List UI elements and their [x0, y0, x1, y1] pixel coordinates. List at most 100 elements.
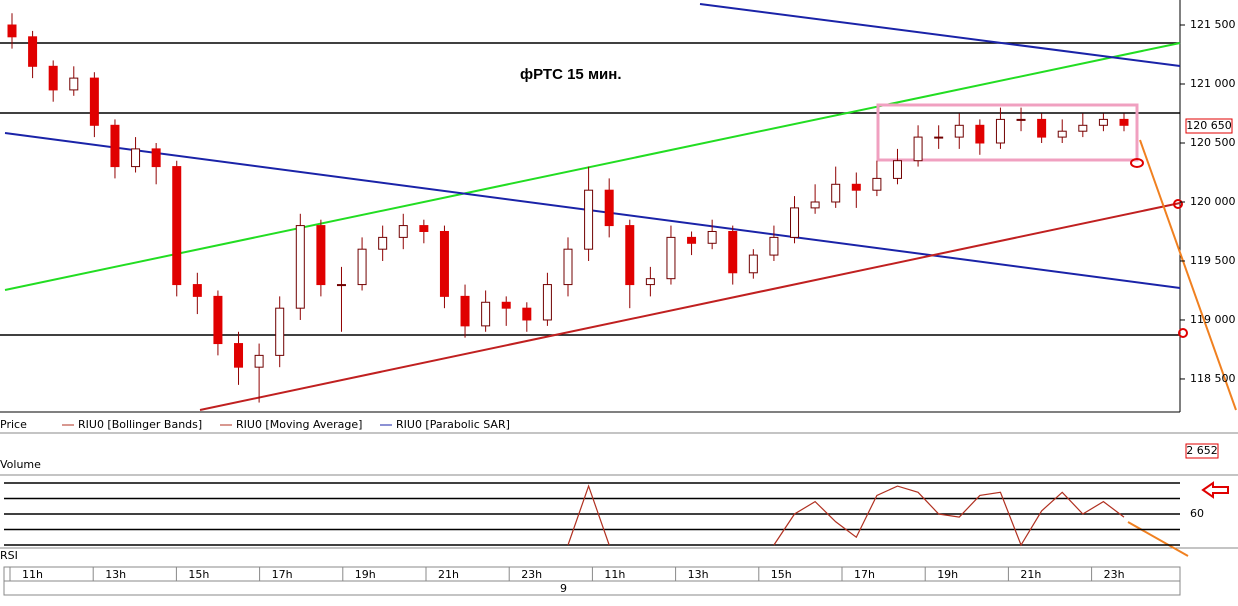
time-label: 21h	[438, 568, 459, 581]
y-tick-label: 121 500	[1190, 18, 1236, 31]
candle-body	[728, 230, 738, 274]
legend-entry: RIU0 [Moving Average]	[236, 418, 362, 431]
rsi-label: RSI	[0, 549, 18, 562]
candle-body	[378, 236, 388, 250]
candle-body	[892, 160, 902, 179]
candle-body	[1016, 118, 1026, 121]
time-label: 23h	[521, 568, 542, 581]
candle-body	[810, 201, 820, 209]
candle-body	[625, 225, 635, 286]
rsi-line	[567, 484, 1125, 547]
y-tick-label: 119 000	[1190, 313, 1236, 326]
candle-body	[954, 124, 964, 138]
candle-body	[275, 307, 285, 356]
candle-body	[1119, 118, 1129, 126]
marker	[1130, 158, 1144, 168]
candle-body	[439, 230, 449, 297]
time-label: 17h	[854, 568, 875, 581]
candle-body	[7, 24, 17, 38]
time-label: 13h	[105, 568, 126, 581]
candle-body	[501, 301, 511, 309]
candle-body	[995, 118, 1005, 144]
y-tick-label: 120 000	[1190, 195, 1236, 208]
candle-body	[398, 225, 408, 238]
candle-body	[913, 136, 923, 162]
time-label: 15h	[188, 568, 209, 581]
time-label: 11h	[22, 568, 43, 581]
candle-body	[151, 148, 161, 168]
candle-body	[28, 36, 38, 67]
candle-body	[687, 236, 697, 244]
candle-body	[481, 301, 491, 327]
candle-body	[316, 225, 326, 286]
candle-body	[357, 248, 367, 286]
y-tick-label: 119 500	[1190, 254, 1236, 267]
marker-arrow	[1201, 481, 1229, 499]
candle-body	[604, 189, 614, 227]
trend-line	[4, 42, 1181, 291]
candle-body	[975, 124, 985, 144]
range-box	[876, 103, 1139, 162]
candle-body	[584, 189, 594, 250]
candle-body	[254, 354, 264, 368]
time-label: 19h	[937, 568, 958, 581]
price-label-box	[1185, 118, 1233, 134]
marker	[1178, 328, 1188, 338]
candle-body	[522, 307, 532, 321]
candle-body	[419, 225, 429, 232]
candle-body	[69, 77, 79, 91]
candle-body	[1057, 130, 1067, 138]
volume-label-box	[1185, 443, 1219, 459]
candle-body	[542, 284, 552, 321]
candle-body	[1078, 124, 1088, 132]
y-tick-label: 120 500	[1190, 136, 1236, 149]
time-label: 15h	[771, 568, 792, 581]
candle-body	[213, 295, 223, 345]
legend-entry: RIU0 [Bollinger Bands]	[78, 418, 202, 431]
candle-body	[769, 236, 779, 256]
day-label: 9	[560, 582, 567, 595]
candle-body	[295, 225, 305, 309]
time-label: 23h	[1104, 568, 1125, 581]
legend-entry: RIU0 [Parabolic SAR]	[396, 418, 510, 431]
time-label: 13h	[688, 568, 709, 581]
legend-entry: Price	[0, 418, 27, 431]
y-tick-label: 121 000	[1190, 77, 1236, 90]
candle-body	[234, 343, 244, 368]
candle-body	[110, 124, 120, 168]
time-label: 19h	[355, 568, 376, 581]
candle-body	[48, 65, 58, 91]
candle-body	[192, 284, 202, 297]
time-label: 11h	[604, 568, 625, 581]
candle-body	[336, 284, 346, 287]
candle-body	[1098, 118, 1108, 126]
candle-body	[172, 166, 182, 286]
candle-body	[872, 177, 882, 191]
chart-title: фРТС 15 мин.	[520, 66, 622, 83]
trend-line	[199, 202, 1181, 411]
candle-body	[460, 295, 470, 327]
rsi-tick-label: 60	[1190, 507, 1204, 520]
trend-line	[699, 3, 1181, 67]
candle-body	[89, 77, 99, 126]
volume-label: Volume	[0, 458, 41, 471]
candle-body	[131, 148, 141, 168]
candle-body	[934, 136, 944, 139]
candle-body	[666, 236, 676, 280]
candle-body	[1037, 118, 1047, 138]
candle-body	[831, 183, 841, 203]
candle-body	[707, 230, 717, 244]
time-label: 17h	[272, 568, 293, 581]
forecast-arrow	[1139, 139, 1237, 411]
y-tick-label: 118 500	[1190, 372, 1236, 385]
candle-body	[748, 254, 758, 274]
time-label: 21h	[1020, 568, 1041, 581]
forecast-arrow	[1127, 521, 1189, 557]
candle-body	[851, 183, 861, 191]
volume-last: 2 652	[1186, 444, 1218, 457]
last-price: 120 650	[1186, 119, 1232, 132]
candle-body	[563, 248, 573, 286]
candle-body	[645, 278, 655, 286]
